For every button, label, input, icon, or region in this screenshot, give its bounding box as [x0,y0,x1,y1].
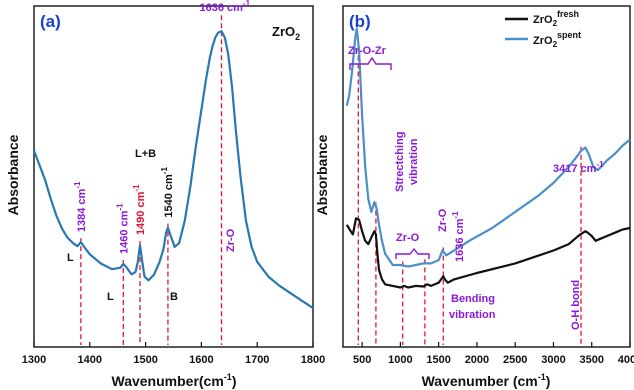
panel-a-peak-labels: L+B L L B Zr-O [67,148,237,303]
panel-b-y-axis-label: Absorbance [314,134,330,215]
x-tick-label: 1600 [189,354,213,366]
label-l-plus-b: L+B [135,148,156,160]
panel-a-frame [33,5,314,348]
x-tick-label: 1000 [388,354,412,366]
label-zr-o-a: Zr-O [225,228,237,252]
label-bending: Bending [451,293,495,305]
legend-label-spent: ZrO2spent [533,30,581,49]
wavenumber-label: 1384 cm-1 [73,181,88,232]
panel-a-y-axis-label: Absorbance [5,134,21,215]
x-tick-label: 3000 [541,354,565,366]
panel-b-guides [357,39,582,345]
label-oh-bond: O-H bond [570,280,582,330]
panel-a-compound: ZrO2 [272,24,300,42]
x-tick-label: 1400 [78,354,102,366]
series-line-zro2 [32,30,314,310]
series-line-spent [345,27,631,268]
panel-b-series [345,27,631,289]
label-zr-o-zr: Zr-O-Zr [348,45,387,57]
label-l-1: L [67,252,74,264]
label-zr-o-right: Zr-O [437,208,449,232]
panel-b-frame [342,5,631,348]
x-tick-label: 1500 [426,354,450,366]
x-tick-label: 2500 [503,354,527,366]
label-b: B [170,291,178,303]
panel-a-x-axis-label: Wavenumber(cm-1) [112,372,237,389]
x-tick-label: 1800 [301,354,325,366]
panel-a-guides [80,15,223,345]
panel-b: (b) Absorbance Wavenumber (cm-1) 500 1000… [314,5,634,389]
panel-a-series [32,30,314,310]
panel-a-x-ticks: 1300 1400 1500 1600 1700 1800 [22,342,325,366]
panel-a-label: (a) [40,12,61,31]
label-stretching: Strectching [394,131,406,192]
x-tick-label: 1300 [22,354,46,366]
series-line-fresh [345,217,631,289]
legend-label-fresh: ZrO2fresh [533,9,579,28]
wavenumber-label: 1460 cm-1 [115,203,130,254]
wavenumber-label: 1540 cm-1 [160,167,175,218]
x-tick-label: 1500 [133,354,157,366]
x-tick-label: 2000 [465,354,489,366]
x-tick-label: 3500 [579,354,603,366]
panel-b-peak-labels: Zr-O-Zr Strectching vibration Zr-O Zr-O … [348,45,604,330]
label-zr-o-mid: Zr-O [396,232,420,244]
label-stretching-vibration: vibration [408,138,420,185]
panel-b-x-axis-label: Wavenumber (cm-1) [422,372,551,389]
label-l-2: L [107,291,114,303]
panel-b-label: (b) [349,12,371,31]
panel-a-annotations: 1384 cm-1 1460 cm-1 1490 cm-1 1540 cm-1 1636… [73,0,251,254]
x-tick-label: 1700 [245,354,269,366]
x-tick-label: 500 [353,354,371,366]
label-3417: 3417 cm-1 [553,160,604,175]
panel-b-x-ticks: 500 1000 1500 2000 2500 3000 3500 4000 [353,342,634,366]
bracket-zr-o-mid [395,247,430,259]
legend: ZrO2fresh ZrO2spent [505,9,581,49]
label-bending-vibration: vibration [449,309,496,321]
x-tick-label: 4000 [618,354,634,366]
wavenumber-label: 1636 cm-1 [199,0,250,14]
label-1636: 1636 cm-1 [451,211,466,262]
wavenumber-label: 1490 cm-1 [132,184,147,235]
bracket-zr-o-zr [349,56,392,70]
panel-a: (a) ZrO2 Absorbance Wavenumber(cm-1) 130… [5,0,325,389]
